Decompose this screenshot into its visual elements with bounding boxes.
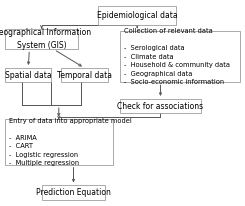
Text: Check for associations: Check for associations bbox=[117, 102, 204, 111]
Text: Spatial data: Spatial data bbox=[5, 71, 51, 80]
FancyBboxPatch shape bbox=[5, 68, 51, 82]
Text: Prediction Equation: Prediction Equation bbox=[36, 188, 111, 197]
Text: Collection of relevant data

-  Serological data
-  Climate data
-  Household & : Collection of relevant data - Serologica… bbox=[124, 28, 230, 85]
FancyBboxPatch shape bbox=[5, 119, 113, 165]
FancyBboxPatch shape bbox=[61, 68, 108, 82]
FancyBboxPatch shape bbox=[120, 99, 201, 113]
Text: Entry of data into appropriate model

-  ARIMA
-  CART
-  Logistic regression
- : Entry of data into appropriate model - A… bbox=[9, 118, 131, 166]
Text: Temporal data: Temporal data bbox=[57, 71, 112, 80]
Text: Epidemiological data: Epidemiological data bbox=[97, 11, 178, 20]
FancyBboxPatch shape bbox=[120, 31, 240, 82]
FancyBboxPatch shape bbox=[42, 185, 105, 200]
FancyBboxPatch shape bbox=[98, 6, 176, 25]
FancyBboxPatch shape bbox=[5, 29, 78, 49]
Text: Geographical Information
System (GIS): Geographical Information System (GIS) bbox=[0, 28, 91, 50]
